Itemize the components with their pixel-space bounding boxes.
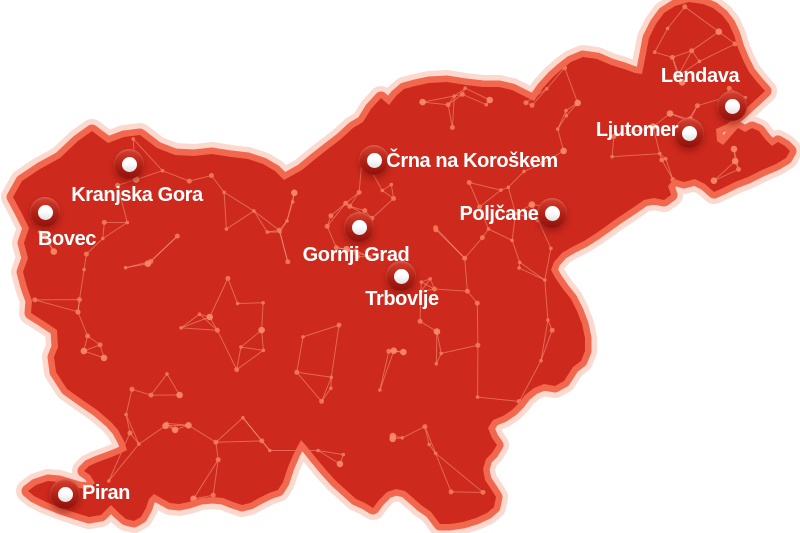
city-marker-core (37, 204, 53, 220)
city-marker-core (57, 486, 73, 502)
city-label-piran[interactable]: Piran (81, 482, 131, 504)
city-label-crna-na-koroskem[interactable]: Črna na Koroškem (386, 150, 558, 172)
city-marker-core (121, 156, 137, 172)
city-label-kranjska-gora[interactable]: Kranjska Gora (71, 184, 203, 206)
city-label-poljcane[interactable]: Poljčane (459, 203, 539, 225)
city-marker-ljutomer[interactable] (674, 118, 704, 148)
city-marker-trbovlje[interactable] (386, 261, 416, 291)
city-marker-lendava[interactable] (717, 91, 747, 121)
city-label-ljutomer[interactable]: Ljutomer (595, 119, 679, 141)
city-label-gornji-grad[interactable]: Gornji Grad (302, 244, 410, 266)
city-label-trbovlje[interactable]: Trbovlje (365, 288, 439, 310)
city-marker-core (681, 125, 697, 141)
city-marker-piran[interactable] (50, 479, 80, 509)
city-marker-core (393, 268, 409, 284)
city-marker-poljcane[interactable] (537, 198, 567, 228)
city-marker-core (351, 219, 367, 235)
city-marker-gornji-grad[interactable] (344, 212, 374, 242)
city-marker-kranjska-gora[interactable] (114, 149, 144, 179)
city-marker-core (724, 98, 740, 114)
city-label-bovec[interactable]: Bovec (37, 228, 97, 250)
city-label-lendava[interactable]: Lendava (660, 65, 740, 87)
city-marker-core (544, 205, 560, 221)
city-marker-bovec[interactable] (30, 197, 60, 227)
city-marker-core (366, 152, 382, 168)
city-marker-crna-na-koroskem[interactable] (359, 145, 389, 175)
